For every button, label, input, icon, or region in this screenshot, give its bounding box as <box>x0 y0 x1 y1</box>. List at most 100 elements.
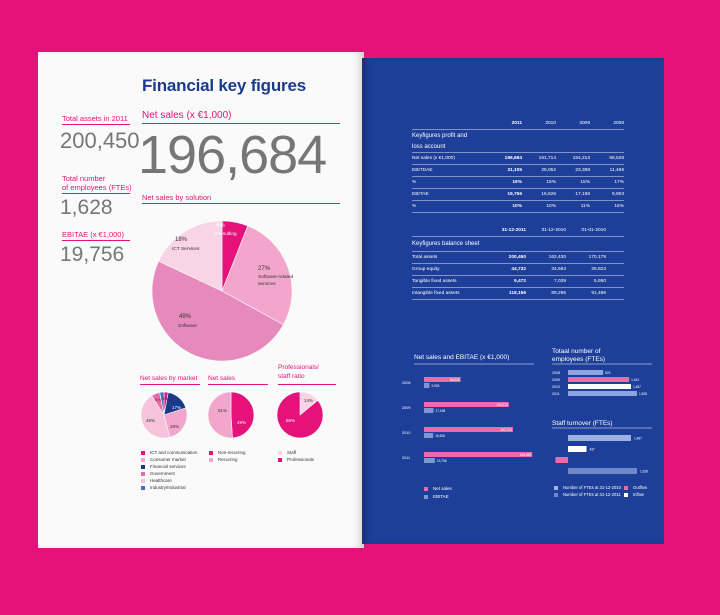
turnover-legend-item: Number of FTEs at 31-12-2010 <box>554 485 621 490</box>
market-legend-item: Healthcare <box>141 477 172 484</box>
tick-label: 2011 <box>552 392 560 396</box>
turnover-legend-item: Inflow <box>624 492 644 497</box>
table-row: loss account <box>412 141 624 153</box>
bar <box>424 458 435 463</box>
table-cell <box>590 141 624 153</box>
table-cell: 23,388 <box>556 164 590 177</box>
legend-label: Outflow <box>633 485 648 490</box>
table-cell: 17,198 <box>556 188 590 201</box>
divider <box>62 124 130 125</box>
bar <box>568 446 587 452</box>
table-cell: 10% <box>488 200 522 213</box>
tick-label: 2008 <box>552 371 560 375</box>
slice-pct: 18% <box>175 237 188 243</box>
pie-slice <box>163 407 188 438</box>
ratio-label-1: Professionals/ <box>278 364 319 371</box>
bar <box>568 435 631 441</box>
ratio-legend-item: Professionals <box>278 456 314 463</box>
bar <box>424 383 430 388</box>
bar <box>424 402 509 407</box>
employees-label-2: of employees (FTEs) <box>62 183 132 192</box>
legend-label: ICT and communication <box>150 450 198 455</box>
tick-label: 2011 <box>402 456 410 460</box>
legend-swatch <box>141 471 145 476</box>
market-pct: 3% <box>167 397 173 402</box>
data-label: 1,628 <box>640 470 648 474</box>
bar <box>568 391 637 396</box>
net-sales-label: Net sales (x €1,000) <box>142 110 232 121</box>
pie-slice <box>207 391 233 439</box>
slice-name: services <box>258 282 276 287</box>
net-sales-small-label: Net sales <box>208 375 236 382</box>
divider <box>208 384 268 385</box>
right-page: 2011 2010 2009 2008 Keyfigures profit an… <box>362 58 664 544</box>
slice-name: ICT Services <box>172 247 200 252</box>
table-cell: 162,430 <box>526 251 566 264</box>
market-legend-item: Government <box>141 470 175 477</box>
bar <box>568 377 630 382</box>
legend-swatch <box>141 464 145 469</box>
table-header-row: 2011 2010 2009 2008 <box>412 118 624 130</box>
table-header: 31-12-2011 <box>488 225 526 237</box>
legend-label: Healthcare <box>150 478 172 483</box>
table-cell: 200,450 <box>488 251 526 264</box>
legend-label: Number of FTEs at 31-12-2010 <box>563 485 621 490</box>
divider <box>142 203 340 204</box>
table-row: EBITAE 19,756 16,626 17,198 9,903 <box>412 188 624 201</box>
legend-label: Government <box>150 471 175 476</box>
bar-chart-title: Net sales and EBITAE (x €1,000) <box>414 354 510 361</box>
recurring-legend-item: Recurring <box>209 456 238 463</box>
table-row: Group equity 44,732 34,663 26,823 <box>412 263 624 276</box>
table-title: Keyfigures balance sheet <box>412 236 488 252</box>
legend-swatch <box>141 478 145 483</box>
small-pie-charts <box>140 391 324 439</box>
table-cell: 9,472 <box>488 275 526 288</box>
ratio-legend-item: Staff <box>278 449 296 456</box>
turnover-legend-item: Number of FTEs at 31-12-2011 <box>554 492 621 497</box>
solution-pie-chart <box>151 220 293 362</box>
tick-label: 2008 <box>402 381 410 385</box>
legend-swatch <box>554 492 558 497</box>
data-label: 1,487 <box>633 385 641 389</box>
legend-swatch <box>624 485 628 490</box>
right-charts: 2008 66,528 9,903 2009 154,213 17,198 2010 161,… <box>402 363 652 474</box>
by-solution-label: Net sales by solution <box>142 193 212 202</box>
net-sales-value: 196,684 <box>138 125 327 185</box>
pie-slice <box>230 391 255 439</box>
balance-sheet-table: 31-12-2011 31-12-2010 01-01-2010 Keyfigu… <box>412 225 624 300</box>
legend-label: Inflow <box>633 492 644 497</box>
table-cell <box>606 236 624 252</box>
table-cell: 11,469 <box>590 164 624 177</box>
tick-label: 2010 <box>402 431 410 435</box>
legend-swatch <box>424 486 428 491</box>
pie-slice <box>140 395 171 439</box>
table-row: % 10% 10% 11% 15% <box>412 200 624 213</box>
table-row: Intangible fixed assets 118,156 89,295 91,4… <box>412 287 624 300</box>
legend-label: Recurring <box>218 457 238 462</box>
table-row-label: EBITDAE <box>412 164 488 177</box>
table-row-label: Tangible fixed assets <box>412 275 488 288</box>
slice-pct: 49% <box>179 314 192 320</box>
table-row-label: Group equity <box>412 263 488 276</box>
pie-slice <box>158 220 223 292</box>
table-cell <box>566 236 606 252</box>
legend-swatch <box>141 485 145 490</box>
ratio-label-2: staff ratio <box>278 373 305 380</box>
table-header: 2008 <box>590 118 624 130</box>
market-legend-item: Industry/Industrial <box>141 484 186 491</box>
table-row-label: % <box>412 176 488 189</box>
table-title: Keyfigures profit and <box>412 132 468 139</box>
table-row: EBITDAE 31,105 25,052 23,388 11,469 <box>412 164 624 177</box>
pie-slice <box>159 391 165 416</box>
table-row-label: Total assets <box>412 251 488 264</box>
data-label: 829 <box>605 371 611 375</box>
divider <box>278 384 336 385</box>
left-page: Financial key figures Total assets in 20… <box>38 52 364 548</box>
table-cell: 11% <box>556 200 590 213</box>
data-label: 161,714 <box>500 428 512 432</box>
bar <box>424 452 533 457</box>
legend-swatch <box>278 457 282 462</box>
table-cell <box>488 236 526 252</box>
table-row: % 16% 15% 15% 17% <box>412 176 624 189</box>
table-cell: 7,039 <box>526 275 566 288</box>
